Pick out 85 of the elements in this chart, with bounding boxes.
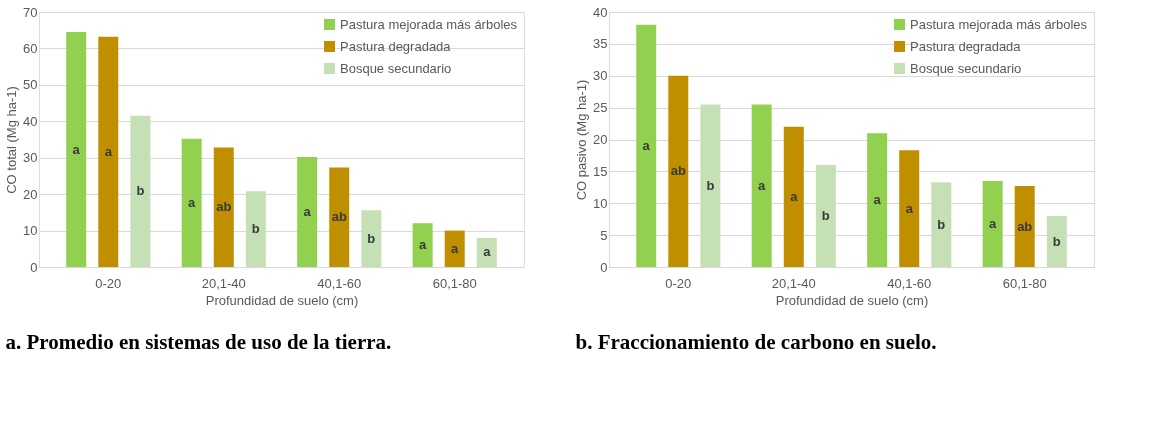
x-tick-label: 0-20 xyxy=(665,275,692,291)
y-tick-label: 70 xyxy=(23,4,38,20)
x-tick-label: 20,1-40 xyxy=(201,275,246,291)
data-label: a xyxy=(451,240,460,256)
bar xyxy=(412,223,433,267)
bar xyxy=(245,191,266,267)
y-tick-label: 0 xyxy=(600,259,608,275)
bar xyxy=(361,210,382,267)
bar xyxy=(700,104,721,267)
x-tick-label: 0-20 xyxy=(95,275,122,291)
data-label: b xyxy=(136,183,145,199)
x-axis-title: Profundidad de suelo (cm) xyxy=(205,292,359,308)
y-tick-label: 20 xyxy=(23,186,38,202)
y-tick-label: 30 xyxy=(593,68,608,84)
legend-label: Pastura degradada xyxy=(910,38,1022,54)
y-axis-title: CO total (Mg ha-1) xyxy=(4,86,20,194)
y-axis-title: CO pasivo (Mg ha-1) xyxy=(574,79,590,201)
data-label: a xyxy=(483,244,492,260)
bar xyxy=(329,167,350,267)
data-label: a xyxy=(188,194,197,210)
legend-label: Pastura degradada xyxy=(340,38,452,54)
y-tick-label: 10 xyxy=(593,195,608,211)
data-label: a xyxy=(303,203,312,219)
data-label: a xyxy=(790,188,799,204)
data-label: ab xyxy=(1017,218,1033,234)
y-tick-label: 40 xyxy=(23,113,38,129)
x-tick-label: 60,1-80 xyxy=(432,275,477,291)
x-tick-label: 40,1-60 xyxy=(317,275,362,291)
text: a. Promedio en sistemas de uso de la tierra. xyxy=(5,330,392,354)
bar xyxy=(444,230,465,267)
y-tick-label: 0 xyxy=(30,259,38,275)
legend-label: Pastura mejorada más árboles xyxy=(910,16,1088,32)
data-label: b xyxy=(706,177,715,193)
data-label: b xyxy=(251,221,260,237)
bar xyxy=(66,32,87,267)
bar xyxy=(297,156,318,267)
bar xyxy=(181,138,202,267)
bar xyxy=(636,24,657,267)
data-label: a xyxy=(104,143,113,159)
data-label: a xyxy=(905,200,914,216)
y-tick-label: 30 xyxy=(23,150,38,166)
x-tick-label: 20,1-40 xyxy=(771,275,816,291)
data-label: a xyxy=(873,192,882,208)
data-label: ab xyxy=(216,199,232,215)
y-tick-label: 10 xyxy=(23,223,38,239)
y-tick-label: 5 xyxy=(600,227,608,243)
bar xyxy=(815,165,836,267)
data-label: ab xyxy=(670,163,686,179)
data-label: a xyxy=(989,215,998,231)
bar xyxy=(931,182,952,267)
data-label: ab xyxy=(331,209,347,225)
y-tick-label: 40 xyxy=(593,4,608,20)
data-label: a xyxy=(72,141,81,157)
bar xyxy=(1046,216,1067,267)
y-tick-label: 35 xyxy=(593,36,608,52)
data-label: a xyxy=(642,137,651,153)
bar xyxy=(668,75,689,267)
bar xyxy=(130,115,151,267)
data-label: b xyxy=(1052,233,1061,249)
data-label: a xyxy=(419,237,428,253)
bar xyxy=(783,126,804,267)
legend-label: Bosque secundario xyxy=(340,60,452,76)
bar xyxy=(899,150,920,267)
y-tick-label: 50 xyxy=(23,77,38,93)
x-axis-title: Profundidad de suelo (cm) xyxy=(775,292,929,308)
bar xyxy=(1014,186,1035,267)
bar xyxy=(476,237,497,267)
text: b. Fraccionamiento de carbono en suelo. xyxy=(575,330,937,354)
bar xyxy=(982,180,1003,267)
y-tick-label: 20 xyxy=(593,132,608,147)
legend-label: Bosque secundario xyxy=(910,60,1022,76)
legend-label: Pastura mejorada más árboles xyxy=(340,16,518,32)
bar xyxy=(751,104,772,267)
bar xyxy=(98,36,119,267)
x-tick-label: 40,1-60 xyxy=(887,275,932,291)
x-tick-label: 60,1-80 xyxy=(1002,275,1047,291)
bar xyxy=(213,147,234,267)
data-label: b xyxy=(367,230,376,246)
y-tick-label: 15 xyxy=(593,163,608,179)
data-label: b xyxy=(937,216,946,232)
data-label: a xyxy=(758,177,767,193)
bar xyxy=(867,133,888,267)
y-tick-label: 60 xyxy=(23,40,38,56)
y-tick-label: 25 xyxy=(593,100,608,116)
data-label: b xyxy=(821,208,830,223)
